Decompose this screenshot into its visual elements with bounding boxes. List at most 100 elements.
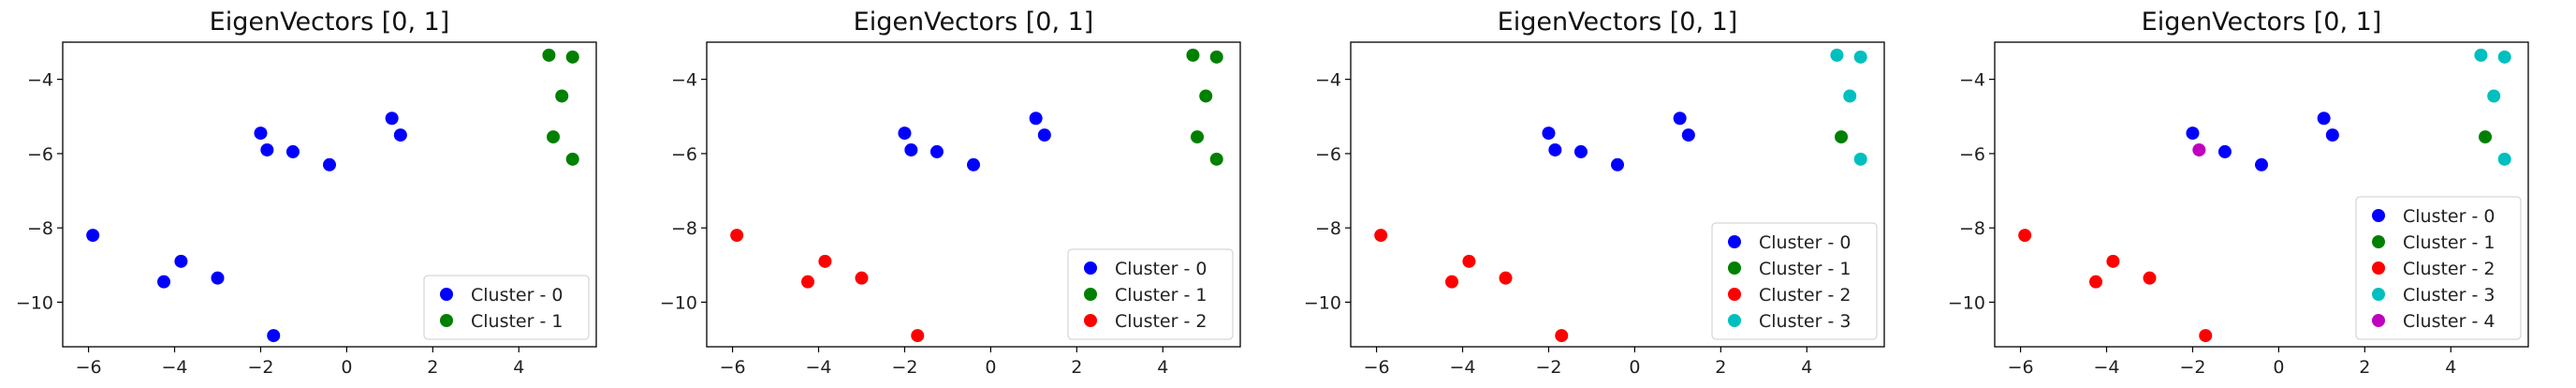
legend-box <box>2355 196 2522 340</box>
y-tick-label: −4 <box>1315 70 1341 91</box>
data-point <box>2497 152 2511 166</box>
axes-frame <box>706 41 1241 348</box>
y-tick-label: −8 <box>671 218 697 239</box>
y-tick-label: −4 <box>1959 70 1985 91</box>
legend-label: Cluster - 0 <box>1759 232 1851 253</box>
legend-marker <box>2372 209 2385 222</box>
x-tick-label: 4 <box>1157 357 1168 378</box>
data-point <box>1029 112 1043 126</box>
y-tick-label: −6 <box>1959 144 1985 165</box>
x-tick-label: 0 <box>1629 357 1640 378</box>
x-tick-label: −2 <box>1535 357 1561 378</box>
x-tick-label: −4 <box>1450 357 1476 378</box>
data-point <box>267 329 281 343</box>
legend: Cluster - 0 Cluster - 1 Cluster - 2 <box>1067 248 1234 340</box>
legend-marker <box>1728 314 1741 327</box>
x-tick-label: 4 <box>1801 357 1812 378</box>
data-point <box>1209 152 1223 166</box>
scatter-chart-3: EigenVectors [0, 1] −6 −4 −2 0 2 4 −4 −6 −8 −10 Clu… <box>1948 7 2529 378</box>
legend: Cluster - 0 Cluster - 1 <box>423 275 590 340</box>
x-tick-label: 4 <box>2445 357 2456 378</box>
series-0 <box>1542 112 1695 172</box>
chart-panel-0: EigenVectors [0, 1] −6 −4 −2 0 2 4 −4 −6 −8 −10 Clu… <box>0 0 644 388</box>
data-point <box>1445 275 1459 289</box>
series-4 <box>2192 142 2206 157</box>
data-point <box>555 89 569 103</box>
data-point <box>818 254 832 268</box>
data-point <box>929 144 944 158</box>
data-point <box>2255 157 2268 172</box>
y-tick-label: −6 <box>27 144 53 165</box>
data-point <box>2317 112 2331 126</box>
data-point <box>1853 152 1867 166</box>
chart-panel-3: EigenVectors [0, 1] −6 −4 −2 0 2 4 −4 −6 −8 −10 Clu… <box>1932 0 2576 388</box>
data-point <box>565 50 579 64</box>
y-tick-label: −6 <box>671 144 697 165</box>
legend-label: Cluster - 0 <box>471 285 563 306</box>
x-tick-label: −4 <box>2094 357 2120 378</box>
axes-frame <box>1350 41 1885 348</box>
legend-marker <box>1728 261 1741 275</box>
legend-marker <box>1728 288 1741 301</box>
legend-marker <box>1728 235 1741 248</box>
series-1 <box>542 48 579 166</box>
x-tick-label: 4 <box>513 357 524 378</box>
axes-frame <box>62 41 597 348</box>
data-point <box>547 130 561 144</box>
data-point <box>1830 48 1844 62</box>
legend-label: Cluster - 1 <box>471 311 563 332</box>
data-point <box>2474 48 2488 62</box>
legend-label: Cluster - 3 <box>1759 311 1851 332</box>
legend-marker <box>1084 314 1097 327</box>
data-point <box>260 142 274 157</box>
legend-marker <box>440 288 453 301</box>
x-tick-label: −4 <box>162 357 188 378</box>
legend-label: Cluster - 0 <box>2403 206 2495 227</box>
legend: Cluster - 0 Cluster - 1 Cluster - 2 Cluster… <box>2355 196 2522 340</box>
data-point <box>1462 254 1476 268</box>
data-point <box>1853 50 1867 64</box>
legend-label: Cluster - 2 <box>2403 259 2495 279</box>
data-point <box>157 275 171 289</box>
data-point <box>1673 112 1687 126</box>
data-point <box>1199 89 1213 103</box>
legend-label: Cluster - 1 <box>2403 232 2495 253</box>
x-tick-label: 2 <box>427 357 438 378</box>
chart-title: EigenVectors [0, 1] <box>854 7 1094 37</box>
legend-marker <box>2372 235 2385 248</box>
series-2 <box>2018 229 2213 343</box>
data-point <box>2325 128 2339 142</box>
series-1 <box>1186 48 1223 166</box>
data-point <box>1037 128 1051 142</box>
x-tick-label: −2 <box>891 357 917 378</box>
data-point <box>2106 254 2120 268</box>
x-tick-label: −2 <box>2179 357 2205 378</box>
x-tick-label: 2 <box>1071 357 1082 378</box>
data-point <box>1573 144 1588 158</box>
legend-marker <box>2372 314 2385 327</box>
data-point <box>1611 157 1624 172</box>
data-point <box>801 275 815 289</box>
series-3 <box>2474 48 2511 166</box>
data-point <box>1542 127 1556 141</box>
y-tick-label: −4 <box>27 70 53 91</box>
data-point <box>904 142 918 157</box>
legend-label: Cluster - 2 <box>1115 311 1207 332</box>
data-point <box>385 112 399 126</box>
data-point <box>1681 128 1695 142</box>
data-point <box>1555 329 1569 343</box>
data-point <box>898 127 912 141</box>
legend-label: Cluster - 1 <box>1759 259 1851 279</box>
x-tick-label: −6 <box>76 357 102 378</box>
x-tick-label: −6 <box>720 357 746 378</box>
data-point <box>1186 48 1200 62</box>
data-point <box>2143 271 2157 285</box>
y-tick-label: −8 <box>1959 218 1985 239</box>
chart-title: EigenVectors [0, 1] <box>210 7 450 37</box>
data-point <box>2186 127 2200 141</box>
data-point <box>323 157 336 172</box>
data-point <box>393 128 407 142</box>
series-0 <box>898 112 1051 172</box>
x-tick-label: −6 <box>2008 357 2034 378</box>
